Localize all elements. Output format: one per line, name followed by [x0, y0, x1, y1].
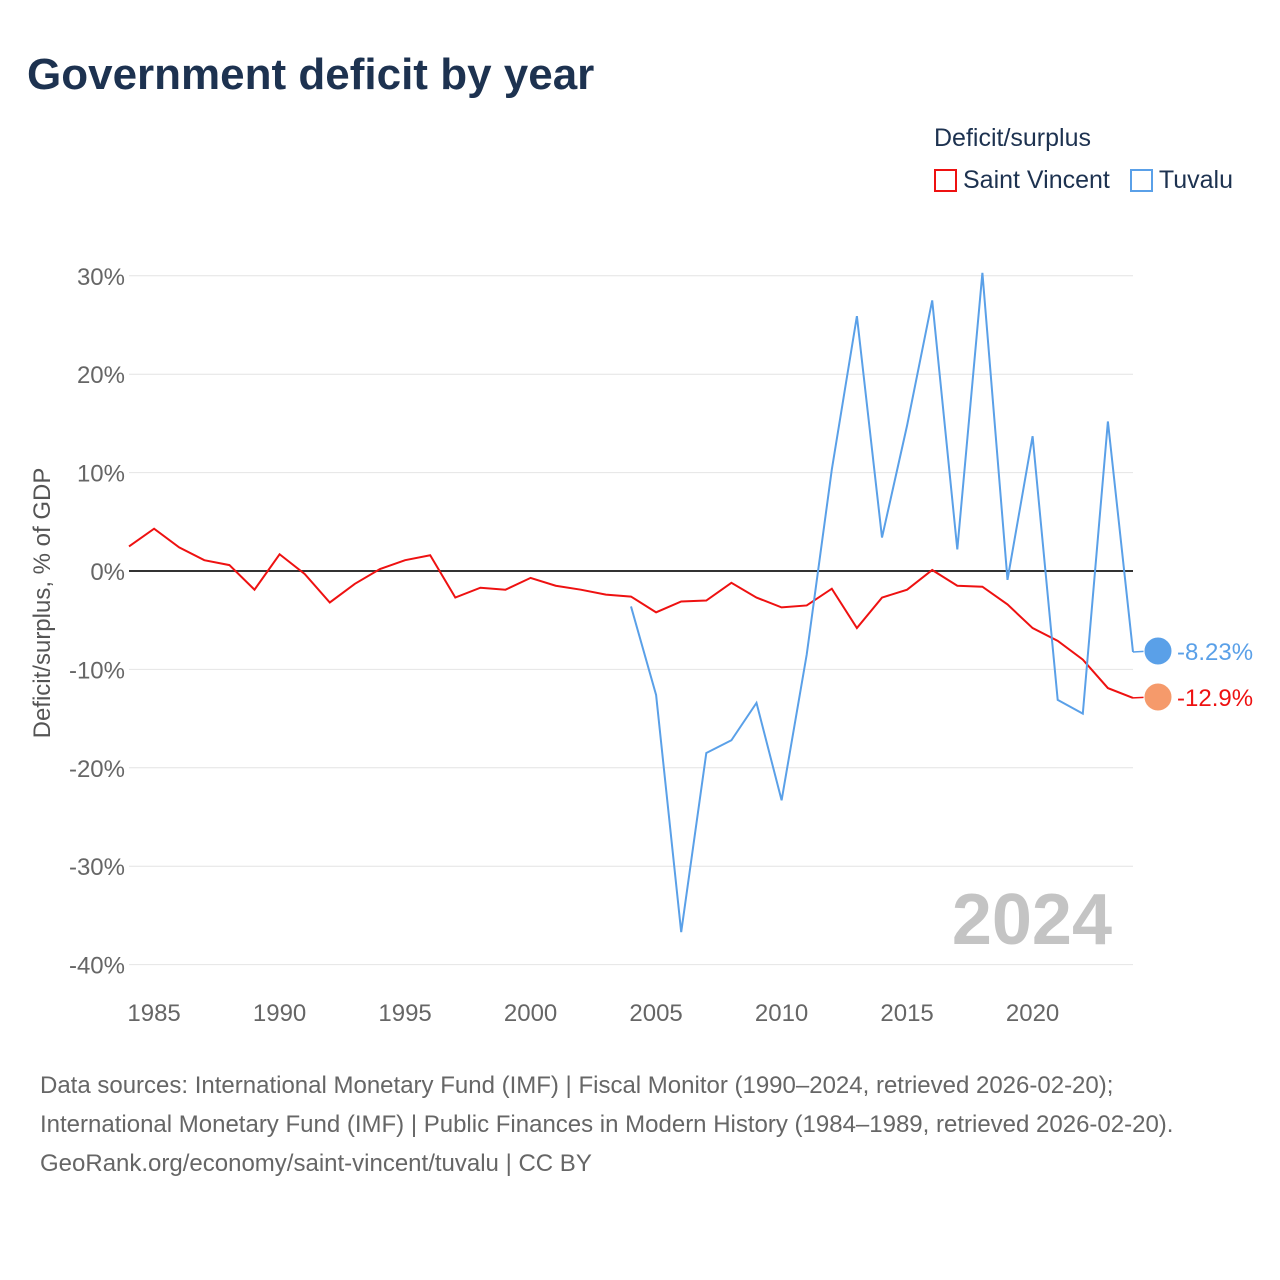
y-tick-label: -20% — [69, 756, 125, 783]
x-tick-label: 1990 — [253, 1000, 306, 1027]
chart-title: Government deficit by year — [27, 50, 595, 99]
legend-swatch-tuvalu — [1129, 169, 1153, 192]
y-tick-label: -30% — [69, 854, 125, 881]
end-value-label: -8.23% — [1177, 639, 1253, 666]
legend: Saint Vincent Tuvalu — [934, 166, 1233, 195]
y-tick-label: -40% — [69, 953, 125, 980]
flag-icon — [1143, 636, 1173, 666]
data-sources: Data sources: International Monetary Fun… — [40, 1072, 1174, 1138]
series-line-saint-vincent — [128, 527, 1134, 699]
plot-area: 2024 Deficit/surplus, % of GDP 30% 20% 10%… — [29, 264, 1253, 1027]
series-line-tuvalu — [630, 272, 1134, 933]
y-axis-label: Deficit/surplus, % of GDP — [29, 468, 56, 739]
y-tick-label: 30% — [77, 264, 125, 291]
flag-icon — [1143, 682, 1173, 712]
y-tick-label: -10% — [69, 657, 125, 684]
legend-item-tuvalu[interactable]: Tuvalu — [1129, 166, 1233, 195]
y-tick-label: 20% — [77, 362, 125, 389]
legend-title: Deficit/surplus — [934, 124, 1091, 152]
x-tick-label: 1985 — [127, 1000, 180, 1027]
legend-item-saint-vincent[interactable]: Saint Vincent — [934, 166, 1110, 195]
x-tick-label: 1995 — [378, 1000, 431, 1027]
x-tick-label: 2010 — [755, 1000, 808, 1027]
x-tick-label: 2000 — [504, 1000, 557, 1027]
legend-swatch-saint-vincent — [934, 169, 957, 192]
year-watermark: 2024 — [952, 880, 1112, 960]
x-tick-label: 2015 — [880, 1000, 933, 1027]
y-tick-label: 0% — [90, 559, 125, 586]
x-tick-label: 2005 — [629, 1000, 682, 1027]
legend-label: Tuvalu — [1158, 166, 1233, 194]
end-value-label: -12.9% — [1177, 685, 1253, 712]
y-tick-label: 10% — [77, 461, 125, 488]
footer: Data sources: International Monetary Fun… — [40, 1066, 1240, 1183]
source-link[interactable]: GeoRank.org/economy/saint-vincent/tuvalu… — [40, 1150, 592, 1177]
legend-label: Saint Vincent — [963, 166, 1110, 194]
x-tick-label: 2020 — [1006, 1000, 1059, 1027]
